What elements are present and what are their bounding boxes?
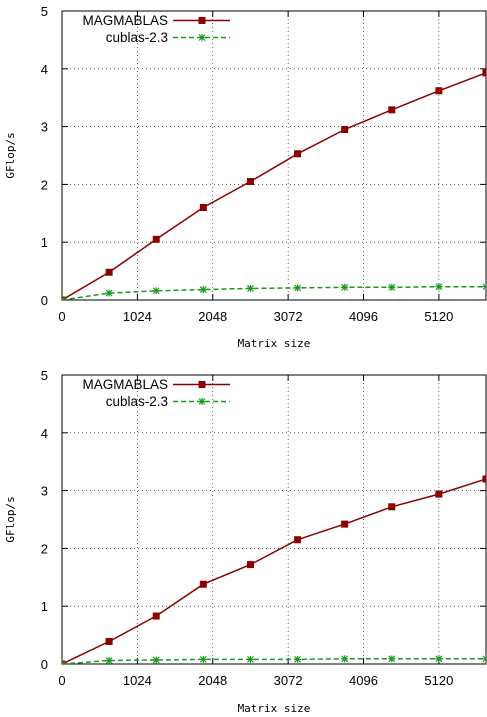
data-point-cublas (152, 656, 160, 664)
legend-label-cublas: cublas-2.3 (106, 30, 168, 45)
x-tick-label: 2048 (198, 673, 227, 688)
legend-marker (198, 34, 206, 41)
data-point-cublas (435, 655, 443, 663)
plot-area (62, 69, 486, 300)
data-point-cublas (482, 283, 486, 291)
y-tick-label: 2 (41, 541, 48, 556)
y-tick-label: 4 (41, 62, 48, 77)
data-point-magmablas (152, 612, 160, 620)
plot-frame (61, 374, 487, 665)
y-tick-label: 0 (41, 293, 48, 308)
data-point-magmablas (341, 520, 349, 528)
legend-marker (198, 17, 206, 24)
legend-label-magmablas: MAGMABLAS (82, 13, 168, 28)
data-point-cublas (62, 296, 66, 300)
series-line-cublas (62, 285, 486, 300)
x-axis-label: Matrix size (238, 337, 311, 350)
data-point-magmablas (388, 503, 396, 511)
x-tick-label: 5120 (424, 309, 453, 324)
y-tick-label: 5 (41, 4, 48, 19)
x-axis-label: Matrix size (238, 702, 311, 715)
data-point-magmablas (482, 475, 486, 483)
y-tick-label: 4 (41, 426, 48, 441)
x-tick-label: 0 (58, 673, 65, 688)
x-tick-label: 1024 (123, 673, 152, 688)
y-tick-label: 1 (41, 599, 48, 614)
data-point-cublas (388, 283, 396, 291)
legend-label-cublas: cublas-2.3 (106, 394, 168, 409)
data-point-magmablas (294, 150, 302, 158)
y-axis-label: GFlop/s (4, 496, 17, 542)
data-point-cublas (341, 655, 349, 663)
data-point-cublas (294, 284, 302, 292)
chart-panel-1: 0 1024 2048 3072 4096 5120 0 1 2 3 4 5 Matrix size GF… (4, 4, 487, 350)
plot-frame (61, 10, 487, 301)
data-point-cublas (388, 655, 396, 663)
data-point-magmablas (199, 204, 207, 212)
y-tick-label: 3 (41, 120, 48, 135)
legend-marker (198, 381, 206, 388)
y-axis-label: GFlop/s (4, 132, 17, 178)
data-point-magmablas (388, 106, 396, 114)
data-point-cublas (199, 655, 207, 663)
y-tick-label: 0 (41, 657, 48, 672)
x-tick-label: 3072 (274, 673, 303, 688)
x-tick-label: 1024 (123, 309, 152, 324)
data-point-cublas (152, 287, 160, 295)
plot-area (62, 475, 486, 664)
x-tick-label: 3072 (274, 309, 303, 324)
data-point-cublas (341, 283, 349, 291)
y-tick-label: 1 (41, 235, 48, 250)
data-point-magmablas (152, 235, 160, 243)
data-point-magmablas (199, 580, 207, 588)
data-point-magmablas (246, 178, 254, 186)
y-tick-label: 2 (41, 177, 48, 192)
legend-label-magmablas: MAGMABLAS (82, 377, 168, 392)
data-point-cublas (435, 283, 443, 291)
data-point-cublas (105, 289, 113, 297)
data-point-magmablas (294, 536, 302, 544)
x-tick-label: 4096 (349, 309, 378, 324)
x-tick-label: 4096 (349, 673, 378, 688)
x-tick-label: 5120 (424, 673, 453, 688)
chart-panel-2: 0 1024 2048 3072 4096 5120 0 1 2 3 4 5 Matrix size GF… (4, 368, 487, 715)
data-point-cublas (105, 657, 113, 664)
data-point-cublas (246, 655, 254, 663)
x-tick-label: 2048 (198, 309, 227, 324)
data-point-magmablas (341, 125, 349, 133)
data-point-cublas (246, 284, 254, 292)
data-point-magmablas (482, 69, 486, 77)
data-point-magmablas (246, 561, 254, 569)
data-point-cublas (482, 655, 486, 663)
legend-marker (198, 398, 206, 405)
series-line-magmablas (62, 478, 486, 664)
x-tick-label: 0 (58, 309, 65, 324)
y-tick-label: 3 (41, 484, 48, 499)
data-point-magmablas (435, 490, 443, 498)
data-point-magmablas (435, 87, 443, 95)
data-point-cublas (199, 286, 207, 294)
series-line-magmablas (62, 72, 486, 300)
data-point-cublas (62, 660, 66, 664)
data-point-magmablas (105, 637, 113, 645)
data-point-cublas (294, 655, 302, 663)
data-point-magmablas (105, 268, 113, 276)
series-line-cublas (62, 658, 486, 664)
y-tick-label: 5 (41, 368, 48, 383)
